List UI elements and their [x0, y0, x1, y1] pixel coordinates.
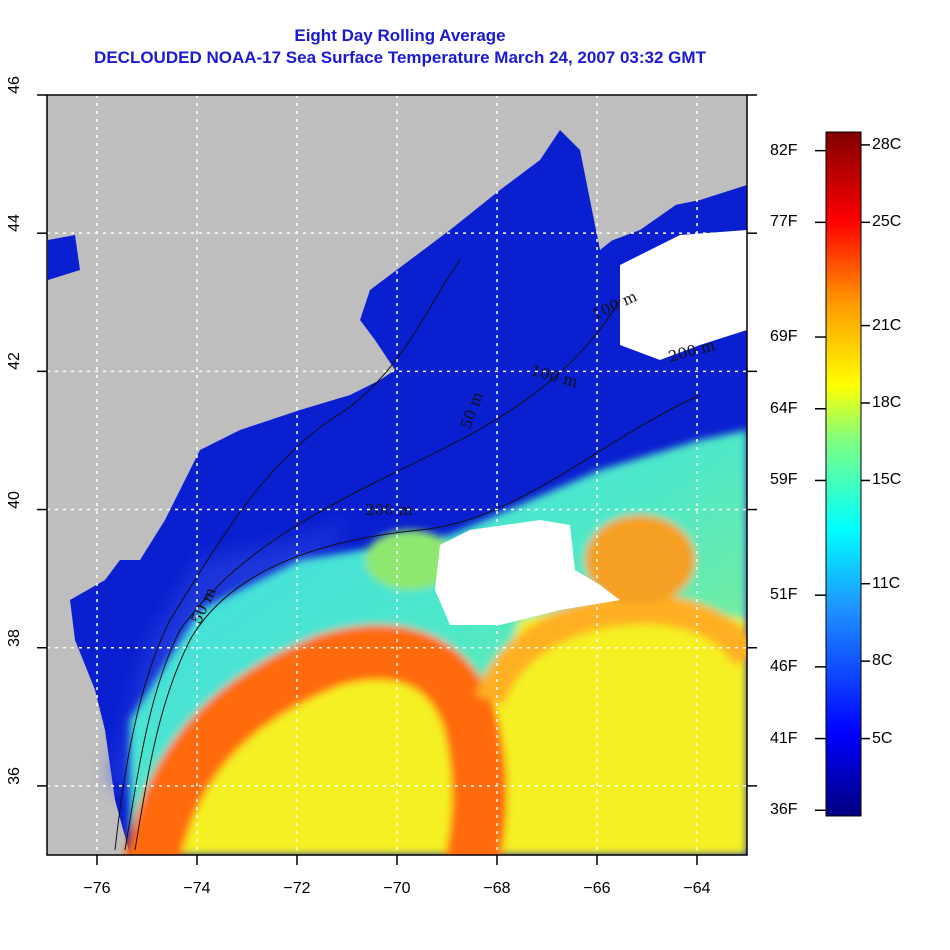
tick-label: 82F	[770, 141, 798, 159]
tick-label: 38	[5, 628, 23, 647]
tick-label: 15C	[872, 471, 902, 489]
chart-title: Eight Day Rolling Average	[294, 26, 506, 45]
contour-200m	[134, 394, 701, 851]
tick-label: 59F	[770, 471, 798, 489]
tick-label: 51F	[770, 586, 798, 604]
contour-label: 200 m	[365, 501, 413, 519]
tick-label: 44	[5, 214, 23, 233]
tick-label: 28C	[872, 135, 902, 153]
tick-label: 40	[5, 490, 23, 509]
contour-100m	[124, 299, 621, 851]
tick-label: 36F	[770, 801, 798, 819]
tick-label: −76	[83, 880, 111, 897]
tick-label: 46F	[770, 657, 798, 675]
colorbar	[825, 131, 862, 817]
tick-label: 5C	[872, 729, 893, 747]
tick-label: 25C	[872, 213, 902, 231]
tick-label: 8C	[872, 652, 893, 670]
tick-label: 18C	[872, 394, 902, 412]
tick-label: 64F	[770, 399, 798, 417]
gulf-stream	[125, 625, 507, 855]
tick-label: −66	[583, 880, 611, 897]
tick-label: 42	[5, 352, 23, 371]
tick-label: 77F	[770, 213, 798, 231]
tick-label: 11C	[872, 574, 901, 592]
chart-subtitle: DECLOUDED NOAA-17 Sea Surface Temperatur…	[94, 48, 706, 67]
tick-label: 41F	[770, 729, 798, 747]
tick-label: −70	[383, 880, 411, 897]
tick-label: −74	[183, 880, 211, 897]
tick-label: −68	[483, 880, 511, 897]
tick-label: 46	[5, 76, 23, 94]
tick-label: 36	[5, 767, 23, 785]
tick-label: 21C	[872, 316, 902, 334]
contour-50m	[114, 259, 461, 851]
tick-label: 69F	[770, 328, 798, 346]
tick-label: −64	[683, 880, 711, 897]
cloud-gap	[435, 520, 620, 625]
tick-label: −72	[283, 880, 311, 897]
cloud-nova-scotia	[620, 230, 747, 360]
